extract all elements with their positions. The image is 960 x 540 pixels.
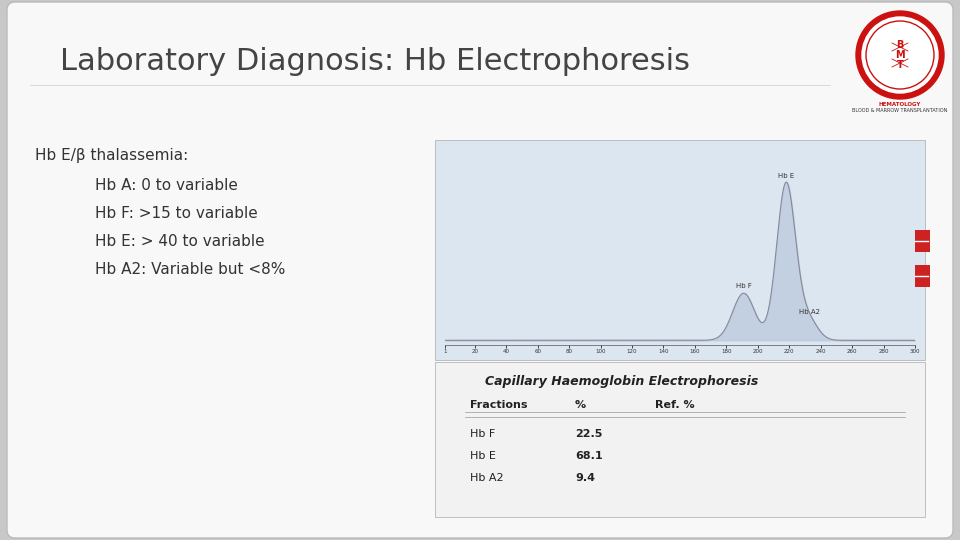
Text: M: M (895, 50, 905, 60)
Text: Hb A2: Hb A2 (470, 473, 504, 483)
Text: Hb F: >15 to variable: Hb F: >15 to variable (95, 206, 257, 221)
Text: Hb E: Hb E (470, 451, 496, 461)
Text: 9.4: 9.4 (575, 473, 595, 483)
Text: T: T (897, 60, 903, 70)
Text: Capillary Haemoglobin Electrophoresis: Capillary Haemoglobin Electrophoresis (485, 375, 757, 388)
Text: Hb E/β thalassemia:: Hb E/β thalassemia: (35, 148, 188, 163)
Text: 22.5: 22.5 (575, 429, 602, 439)
Bar (435, 362, 925, 517)
Text: BLOOD & MARROW TRANSPLANTATION: BLOOD & MARROW TRANSPLANTATION (852, 109, 948, 113)
Text: 68.1: 68.1 (575, 451, 603, 461)
Text: HEMATOLOGY: HEMATOLOGY (878, 102, 922, 106)
Text: B: B (897, 40, 903, 50)
FancyBboxPatch shape (7, 2, 953, 538)
Circle shape (856, 11, 944, 99)
Text: Laboratory Diagnosis: Hb Electrophoresis: Laboratory Diagnosis: Hb Electrophoresis (60, 48, 690, 77)
Text: Hb A: 0 to variable: Hb A: 0 to variable (95, 178, 238, 193)
Text: Hb A2: Hb A2 (799, 309, 820, 315)
Text: Hb E: Hb E (778, 173, 794, 179)
Bar (900, 265, 930, 287)
Text: Hb E: > 40 to variable: Hb E: > 40 to variable (95, 234, 265, 249)
Text: Ref. %: Ref. % (655, 400, 695, 410)
Bar (435, 140, 925, 360)
Text: Hb F: Hb F (470, 429, 495, 439)
Text: %: % (575, 400, 587, 410)
Text: Hb F: Hb F (735, 282, 752, 288)
Bar (900, 230, 930, 252)
Text: Fractions: Fractions (470, 400, 527, 410)
Text: Hb A2: Variable but <8%: Hb A2: Variable but <8% (95, 262, 285, 277)
Circle shape (862, 17, 938, 93)
